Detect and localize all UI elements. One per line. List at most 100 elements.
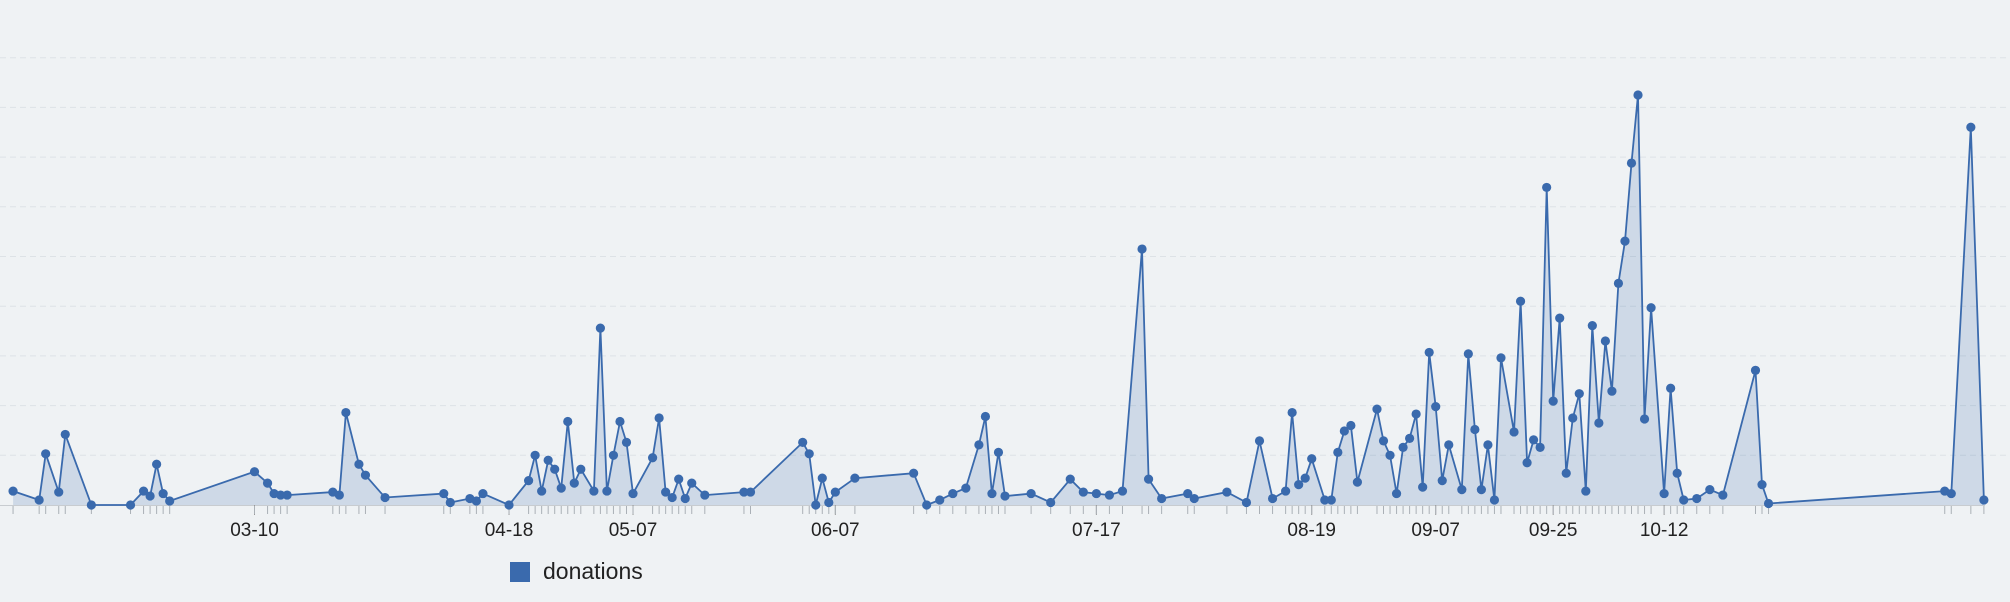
x-tick-label: 03-10 [230,520,279,541]
series-line [12,94,1985,507]
data-point [556,483,566,493]
data-point [354,459,364,469]
data-point [824,497,834,508]
data-point [530,450,540,460]
data-point [1607,386,1617,396]
data-point [1672,468,1682,478]
data-point [249,467,260,477]
area-fill [13,95,1984,505]
data-point [804,449,814,459]
data-point [980,411,991,422]
data-point [628,488,638,499]
data-point [524,476,534,486]
data-point [125,500,136,510]
data-point [700,490,710,500]
data-point [1431,401,1441,412]
data-point [1222,487,1232,497]
data-point [165,496,175,506]
data-point [282,490,292,500]
data-point [86,500,96,510]
data-point [993,447,1004,457]
data-point [1581,486,1591,496]
data-point [60,429,70,440]
data-point [1626,158,1637,168]
data-point [1078,487,1088,497]
data-point [1424,347,1434,358]
data-point [850,473,860,483]
data-point [1320,495,1330,505]
data-point [674,474,684,484]
data-point [478,488,488,499]
data-point [739,487,749,497]
data-point [569,478,579,488]
data-point [1666,383,1676,393]
data-point [439,488,449,499]
data-point [745,487,756,497]
data-point [1613,278,1624,288]
data-point [471,496,481,506]
data-point [1391,488,1402,499]
data-point [661,487,671,497]
data-point [1718,490,1728,500]
data-point [1692,493,1702,504]
data-point [1548,396,1558,406]
data-point [1385,450,1395,460]
data-point [935,495,945,505]
data-point [1763,498,1774,509]
data-point [1065,474,1075,484]
data-point [1241,497,1252,508]
data-point [1979,495,1989,505]
data-point [1496,353,1506,363]
data-point [830,487,840,497]
data-point [504,500,514,510]
data-point [145,491,155,501]
data-point [1026,488,1036,499]
data-point [654,413,664,423]
data-point [1679,495,1689,505]
data-point [1346,420,1356,431]
data-point [1639,414,1650,424]
legend-label: donations [543,558,643,584]
data-point [1300,473,1310,483]
data-point [1287,407,1297,418]
data-point [647,453,658,463]
data-point [1568,413,1578,423]
data-point [1046,497,1056,508]
data-point [1189,493,1199,504]
data-point [1476,484,1486,495]
data-point [334,490,344,500]
data-point [1633,90,1643,100]
data-point [1254,436,1265,446]
data-point [1104,490,1115,500]
data-point [1157,493,1167,504]
data-point [276,490,286,500]
data-point [1091,488,1101,499]
data-point [445,497,455,508]
data-point [1463,349,1473,359]
data-point [1659,488,1669,499]
data-point [1333,447,1343,457]
data-point [1307,454,1317,464]
legend-swatch [510,562,530,582]
data-point [1326,495,1336,505]
data-point [1515,296,1526,306]
data-point [615,416,625,427]
data-point [1646,303,1656,313]
data-point [1378,436,1389,446]
data-point [54,487,64,497]
x-tick-label: 05-07 [609,520,658,541]
data-point [1535,442,1545,452]
data-point [922,500,932,510]
data-point [1267,493,1278,504]
data-point [1489,495,1500,505]
data-point [1339,426,1349,436]
data-point [1117,486,1128,496]
data-point [1411,409,1421,419]
data-point [1143,474,1154,484]
data-point [138,486,149,496]
data-point [1555,313,1565,323]
data-point [1600,336,1610,346]
data-point [1509,427,1519,437]
